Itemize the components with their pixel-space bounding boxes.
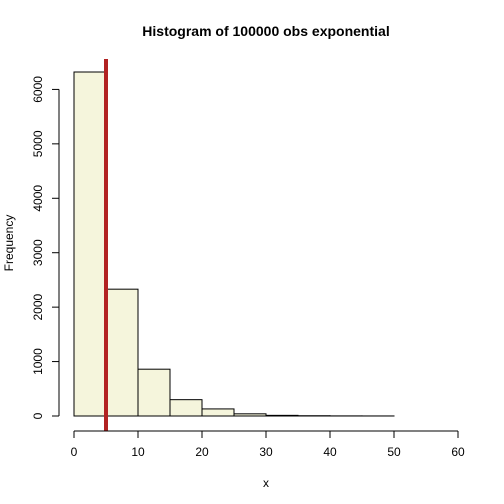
histogram-bar-4: [201, 408, 235, 417]
x-axis-label: x: [263, 476, 269, 490]
y-axis: 0 1000 2000 3000 4000 5000 6000: [31, 76, 60, 419]
y-tick-label-3: 3000: [31, 239, 45, 266]
y-tick-label-5: 5000: [31, 130, 45, 157]
histogram-bar-0: [73, 71, 107, 417]
x-tick-label-5: 50: [387, 445, 401, 459]
x-tick-label-6: 60: [451, 445, 465, 459]
y-tick-label-6: 6000: [31, 76, 45, 103]
histogram-bar-6: [265, 414, 299, 417]
histogram-bar-5: [233, 413, 267, 417]
y-tick-label-2: 2000: [31, 293, 45, 320]
y-tick-label-0: 0: [31, 412, 45, 419]
x-tick-label-3: 30: [259, 445, 273, 459]
x-tick-label-4: 40: [323, 445, 337, 459]
x-axis: 0 10 20 30 40 50 60: [71, 430, 465, 459]
histogram-bar-1: [105, 288, 139, 417]
x-tick-label-0: 0: [71, 445, 78, 459]
y-axis-label: Frequency: [2, 215, 16, 272]
bars-group: [73, 71, 395, 417]
histogram-bar-3: [169, 399, 203, 417]
chart-title: Histogram of 100000 obs exponential: [142, 23, 389, 39]
x-tick-label-2: 20: [195, 445, 209, 459]
histogram-bar-2: [137, 368, 171, 417]
x-tick-label-1: 10: [131, 445, 145, 459]
y-tick-label-1: 1000: [31, 348, 45, 375]
y-tick-label-4: 4000: [31, 185, 45, 212]
